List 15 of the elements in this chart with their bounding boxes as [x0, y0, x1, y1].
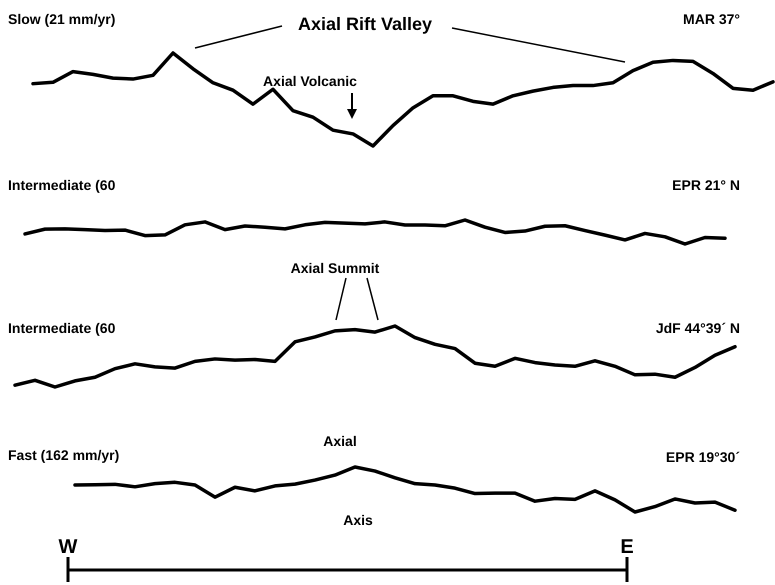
chart-subtitle: EPR 19°30´ [666, 449, 740, 465]
chart-title: Slow (21 mm/yr) [8, 11, 116, 27]
chart-subtitle: JdF 44°39´ N [656, 320, 740, 336]
text: Axial Rift Valley [298, 14, 432, 34]
chart-subtitle: EPR 21° N [672, 177, 740, 193]
annotation: Axis [343, 512, 373, 528]
chart-title: Fast (162 mm/yr) [8, 447, 120, 463]
chart-subtitle: MAR 37° [683, 11, 740, 27]
text: E [620, 536, 634, 558]
text: Axial Summit [290, 260, 380, 276]
chart-title: Intermediate (60 [8, 177, 116, 193]
text: Axial [323, 433, 357, 449]
chart-title: Intermediate (60 [8, 320, 116, 336]
annotation: Axial Volcanic [263, 73, 358, 89]
text: W [58, 536, 78, 558]
